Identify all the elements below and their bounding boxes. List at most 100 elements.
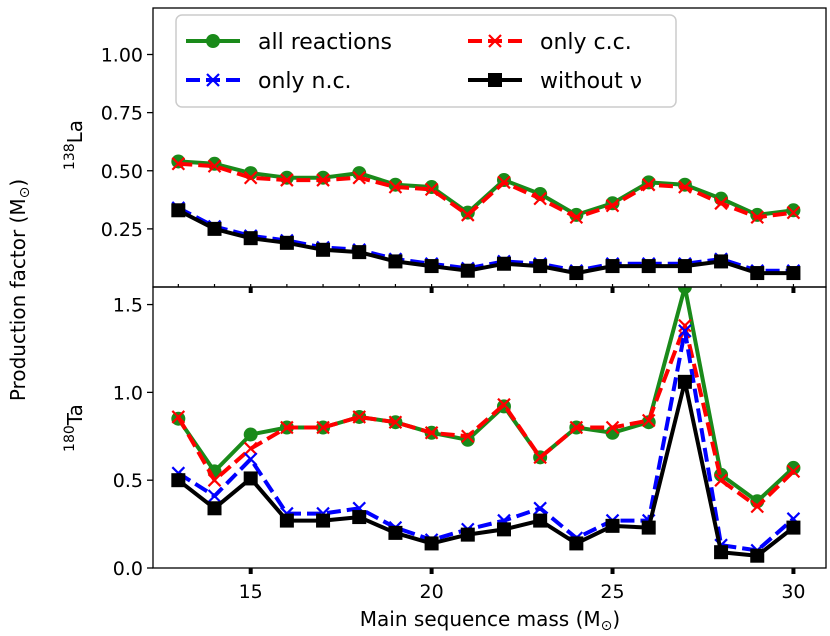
xtick-label-25: 25 (600, 581, 624, 603)
series-line-cc (176, 323, 795, 509)
data-point-cc-24 (569, 420, 584, 435)
data-point-nonu-30 (786, 266, 801, 281)
data-point-all-15 (243, 427, 258, 442)
data-point-all-26 (641, 415, 656, 430)
data-point-cc-26 (641, 177, 656, 192)
data-point-cc-22 (497, 175, 511, 190)
series-line-nonu (177, 208, 794, 276)
data-point-cc-17 (316, 173, 330, 187)
ytick-label-bottom-0.5: 0.5 (113, 470, 143, 492)
data-point-cc-13 (171, 410, 186, 424)
data-point-cc-25 (605, 420, 620, 435)
data-point-cc-19 (388, 415, 403, 430)
data-point-nc-27 (678, 324, 692, 338)
data-point-nonu-15 (243, 471, 258, 486)
data-point-nonu-28 (714, 254, 729, 269)
ytick-label-top-0.25: 0.25 (101, 219, 143, 241)
data-point-cc-21 (461, 208, 475, 222)
ytick-label-bottom-0.0: 0.0 (113, 558, 143, 580)
data-point-cc-18 (352, 410, 367, 424)
data-point-nonu-30 (786, 520, 801, 535)
data-point-nonu-21 (460, 527, 475, 542)
legend-label-nc: only n.c. (258, 69, 352, 94)
data-point-cc-19 (388, 180, 403, 194)
data-point-nc-15 (243, 452, 258, 466)
data-point-cc-27 (678, 318, 692, 333)
data-point-nonu-16 (279, 513, 294, 528)
data-point-cc-16 (280, 173, 294, 187)
data-point-nonu-25 (605, 518, 620, 533)
data-point-cc-30 (786, 464, 801, 479)
data-point-cc-24 (569, 210, 584, 225)
legend-marker-nonu (488, 73, 502, 87)
data-point-cc-22 (497, 397, 511, 412)
bottom-panel-ylabel: 180Ta (62, 404, 87, 452)
data-point-nonu-29 (750, 548, 765, 563)
data-point-nonu-26 (641, 520, 656, 535)
legend-label-cc: only c.c. (540, 30, 632, 55)
data-point-nonu-18 (352, 245, 367, 260)
data-point-cc-13 (171, 156, 186, 171)
data-point-nonu-20 (424, 259, 439, 274)
data-point-nonu-15 (243, 231, 258, 246)
data-point-nonu-18 (352, 510, 367, 525)
data-point-nonu-14 (207, 221, 222, 236)
legend-label-nonu: without ν (540, 69, 642, 94)
data-point-nonu-13 (171, 473, 186, 488)
panel-top-series (171, 154, 801, 281)
data-point-nonu-16 (279, 235, 294, 250)
data-point-cc-23 (533, 450, 547, 465)
data-point-cc-20 (424, 425, 439, 440)
ytick-label-top-0.75: 0.75 (101, 103, 143, 125)
ytick-label-bottom-1.0: 1.0 (113, 382, 143, 404)
data-point-nonu-26 (641, 259, 656, 274)
data-point-nonu-28 (714, 545, 729, 560)
plot-layer: 0.25 0.50 0.75 1.00 0.0 0.5 1.0 1.5 15 20 25 30 (101, 7, 827, 603)
legend-frame (175, 14, 677, 108)
data-point-all-30 (786, 460, 801, 475)
data-point-cc-27 (678, 180, 692, 194)
data-point-nc-14 (207, 489, 222, 503)
data-point-cc-14 (207, 159, 222, 173)
data-point-nonu-21 (460, 263, 475, 278)
data-point-all-27 (677, 287, 692, 294)
data-point-cc-16 (280, 420, 294, 435)
data-point-cc-26 (641, 413, 656, 428)
data-point-cc-15 (243, 441, 258, 456)
xtick-label-20: 20 (420, 581, 444, 603)
data-point-nonu-22 (496, 256, 511, 271)
legend-marker-all (206, 34, 220, 48)
top-panel-ylabel: 138La (62, 120, 87, 170)
data-point-cc-28 (714, 196, 728, 211)
data-point-cc-29 (750, 499, 765, 514)
series-line-nonu (177, 379, 795, 558)
legend-marker-nc (206, 73, 220, 87)
data-point-nonu-17 (316, 242, 331, 257)
data-point-cc-15 (243, 170, 258, 185)
series-line-cc (178, 161, 794, 220)
data-point-cc-20 (424, 182, 439, 197)
data-point-nonu-25 (605, 259, 620, 274)
data-point-nonu-29 (750, 266, 765, 281)
data-point-nonu-27 (677, 374, 692, 389)
data-point-all-24 (569, 207, 584, 222)
xtick-label-15: 15 (239, 581, 263, 603)
legend: all reactions only c.c. only n.c. without ν (175, 14, 677, 108)
data-point-all-19 (388, 177, 403, 192)
data-point-nonu-24 (569, 536, 584, 551)
data-point-nonu-14 (207, 501, 222, 516)
data-point-nonu-27 (677, 259, 692, 274)
data-point-nonu-13 (171, 203, 186, 218)
series-line-nc (177, 328, 795, 553)
data-point-all-13 (171, 154, 186, 169)
ytick-label-top-1.00: 1.00 (101, 45, 143, 67)
data-point-cc-23 (533, 191, 547, 206)
data-point-cc-28 (714, 473, 728, 487)
shared-ylabel-sub: ⊙ (17, 187, 33, 199)
data-point-nonu-22 (496, 522, 511, 537)
panel-frame-bottom (152, 286, 827, 569)
data-point-cc-21 (461, 429, 475, 444)
data-point-nonu-17 (316, 513, 331, 528)
